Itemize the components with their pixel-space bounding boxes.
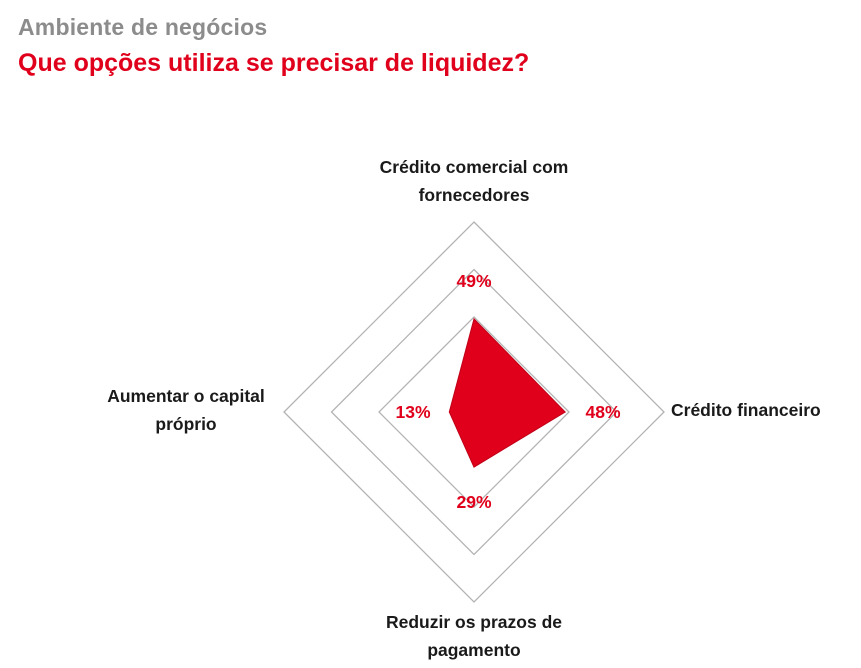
series-area: [448, 317, 566, 468]
axis-label-credito-financeiro: Crédito financeiro: [671, 400, 821, 420]
data-point-2: [564, 411, 566, 413]
grid-ring-1: [283, 221, 665, 603]
data-point-1: [473, 318, 475, 320]
data-point-4: [448, 411, 450, 413]
radar-labels: 49% Crédito comercial com fornecedores 48% C…: [107, 157, 821, 660]
radar-grid: [283, 221, 665, 603]
value-label-aumentar-capital: 13%: [395, 402, 430, 422]
section-title: Ambiente de negócios: [18, 14, 268, 40]
chart-header: Ambiente de negócios Que opções utiliza …: [18, 12, 529, 80]
value-label-reduzir-prazos: 29%: [456, 492, 491, 512]
grid-ring-3: [378, 316, 570, 508]
data-point-3: [473, 466, 475, 468]
axis-label-aumentar-capital: Aumentar o capital próprio: [107, 386, 265, 434]
value-label-credito-financeiro: 48%: [585, 402, 620, 422]
axis-label-credito-comercial: Crédito comercial com fornecedores: [380, 157, 569, 205]
chart-title: Que opções utiliza se precisar de liquid…: [18, 49, 530, 77]
axis-label-reduzir-prazos: Reduzir os prazos de pagamento: [386, 612, 562, 660]
radar-series: [448, 317, 566, 468]
grid-ring-2: [330, 268, 618, 556]
value-label-credito-comercial: 49%: [456, 271, 491, 291]
